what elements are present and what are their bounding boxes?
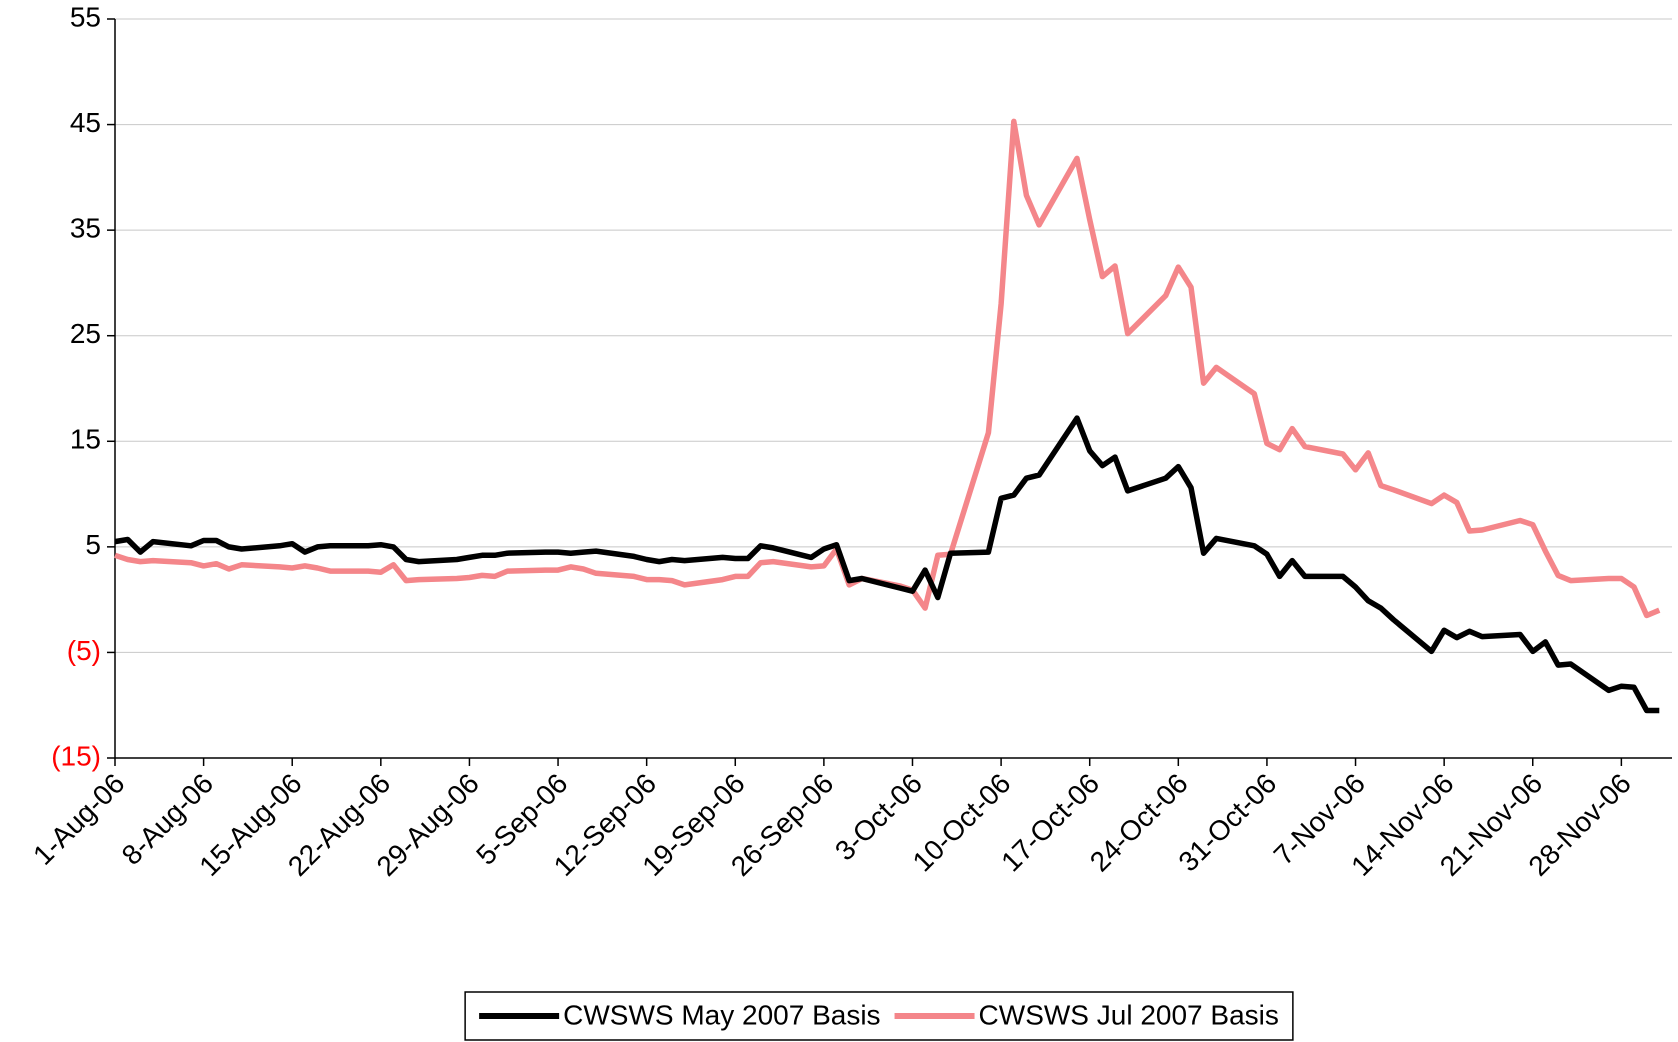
y-tick-label: (15) — [51, 740, 101, 771]
y-tick-label: 25 — [70, 318, 101, 349]
x-tick-label: 1-Aug-06 — [27, 768, 130, 871]
y-tick-label: 35 — [70, 213, 101, 244]
y-tick-label: 5 — [85, 529, 101, 560]
y-tick-label: 45 — [70, 107, 101, 138]
y-tick-label: 55 — [70, 1, 101, 32]
y-tick-label: (5) — [67, 635, 101, 666]
legend: CWSWS May 2007 Basis CWSWS Jul 2007 Basis — [464, 991, 1294, 1041]
y-tick-label: 15 — [70, 424, 101, 455]
series-line — [114, 415, 1660, 714]
series-line — [114, 118, 1661, 619]
x-tick-label: 31-Oct-06 — [1172, 768, 1282, 878]
legend-label: CWSWS May 2007 Basis — [563, 999, 880, 1030]
legend-box — [464, 991, 1294, 1041]
legend-label: CWSWS Jul 2007 Basis — [979, 999, 1279, 1030]
